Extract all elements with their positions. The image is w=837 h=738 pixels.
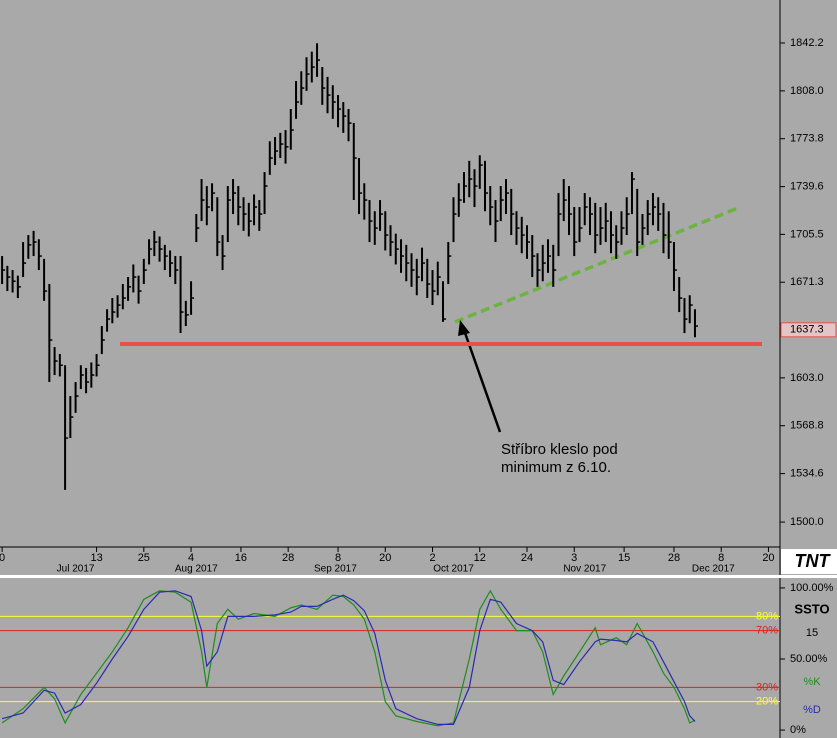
x-tick-label: 20 [762,552,774,564]
level-label: 70% [756,624,778,636]
y-tick-label: 1671.3 [790,276,824,288]
legend-label: %K [803,676,821,688]
level-label: 30% [756,681,778,693]
x-tick-label: 25 [138,552,150,564]
stoch-line [1,590,696,725]
y-tick-label: 1773.8 [790,133,824,145]
month-label: Dec 2017 [692,564,735,575]
x-tick-label: 13 [90,552,102,564]
panel-separator [0,575,837,578]
last-price-label: 1637.3 [790,324,824,336]
y-tick-label: 1842.2 [790,37,824,49]
y-tick-label: 1603.0 [790,372,824,384]
x-tick-label: 12 [474,552,486,564]
indicator-period: 15 [806,627,818,639]
month-label: Oct 2017 [433,564,474,575]
month-label: Jul 2017 [57,564,95,575]
y-tick-label: 50.00% [790,653,828,665]
annotation-text: Stříbro kleslo pod [501,441,618,458]
x-tick-label: 8 [335,552,341,564]
x-tick-label: 24 [521,552,533,564]
indicator-title: SSTO [794,601,829,616]
arrow-head [458,320,470,336]
month-label: Aug 2017 [175,564,218,575]
x-tick-label: 15 [618,552,630,564]
y-tick-label: 1568.8 [790,420,824,432]
x-tick-label: 3 [571,552,577,564]
level-label: 20% [756,696,778,708]
last-price-box [780,322,837,338]
x-tick-label: 4 [188,552,194,564]
annotation-arrow [462,329,502,433]
month-label: Sep 2017 [314,564,357,575]
x-tick-label: 2 [429,552,435,564]
y-tick-label: 1808.0 [790,85,824,97]
x-tick-label: 20 [379,552,391,564]
y-tick-label: 1500.0 [790,516,824,528]
stoch-line [1,589,696,727]
y-tick-label: 100.00% [790,582,834,594]
x-tick-label: 0 [0,552,5,564]
y-tick-label: 1739.6 [790,181,824,193]
y-tick-label: 1705.5 [790,228,824,240]
x-tick-label: 28 [668,552,680,564]
x-tick-label: 28 [282,552,294,564]
legend-label: %D [803,704,821,716]
level-label: 80% [756,610,778,622]
x-tick-label: 8 [718,552,724,564]
x-tick-label: 16 [235,552,247,564]
annotation-text: minimum z 6.10. [501,459,611,476]
trend-line [454,206,739,324]
logo: TNT [795,551,832,571]
logo-box [781,549,837,574]
y-tick-label: 1534.6 [790,468,824,480]
y-tick-label: 0% [790,724,806,736]
month-label: Nov 2017 [563,564,606,575]
